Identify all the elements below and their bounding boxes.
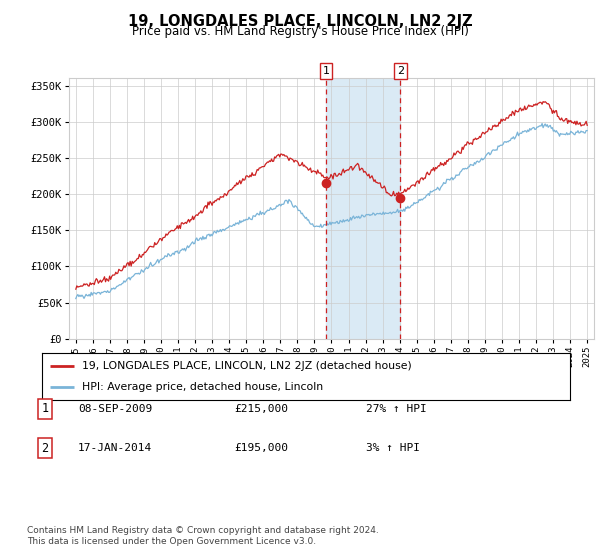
Text: £195,000: £195,000 bbox=[234, 443, 288, 453]
Text: 19, LONGDALES PLACE, LINCOLN, LN2 2JZ: 19, LONGDALES PLACE, LINCOLN, LN2 2JZ bbox=[128, 14, 472, 29]
Text: £215,000: £215,000 bbox=[234, 404, 288, 414]
Text: 2: 2 bbox=[397, 66, 404, 76]
Text: 08-SEP-2009: 08-SEP-2009 bbox=[78, 404, 152, 414]
Text: 3% ↑ HPI: 3% ↑ HPI bbox=[366, 443, 420, 453]
Text: 1: 1 bbox=[323, 66, 330, 76]
Text: 1: 1 bbox=[41, 402, 49, 416]
Text: 2: 2 bbox=[41, 441, 49, 455]
Text: Price paid vs. HM Land Registry's House Price Index (HPI): Price paid vs. HM Land Registry's House … bbox=[131, 25, 469, 38]
Text: 19, LONGDALES PLACE, LINCOLN, LN2 2JZ (detached house): 19, LONGDALES PLACE, LINCOLN, LN2 2JZ (d… bbox=[82, 361, 412, 371]
Text: This data is licensed under the Open Government Licence v3.0.: This data is licensed under the Open Gov… bbox=[27, 537, 316, 546]
Text: Contains HM Land Registry data © Crown copyright and database right 2024.: Contains HM Land Registry data © Crown c… bbox=[27, 526, 379, 535]
Bar bbox=[326, 78, 400, 339]
Text: HPI: Average price, detached house, Lincoln: HPI: Average price, detached house, Linc… bbox=[82, 382, 323, 392]
Text: 27% ↑ HPI: 27% ↑ HPI bbox=[366, 404, 427, 414]
Text: 17-JAN-2014: 17-JAN-2014 bbox=[78, 443, 152, 453]
